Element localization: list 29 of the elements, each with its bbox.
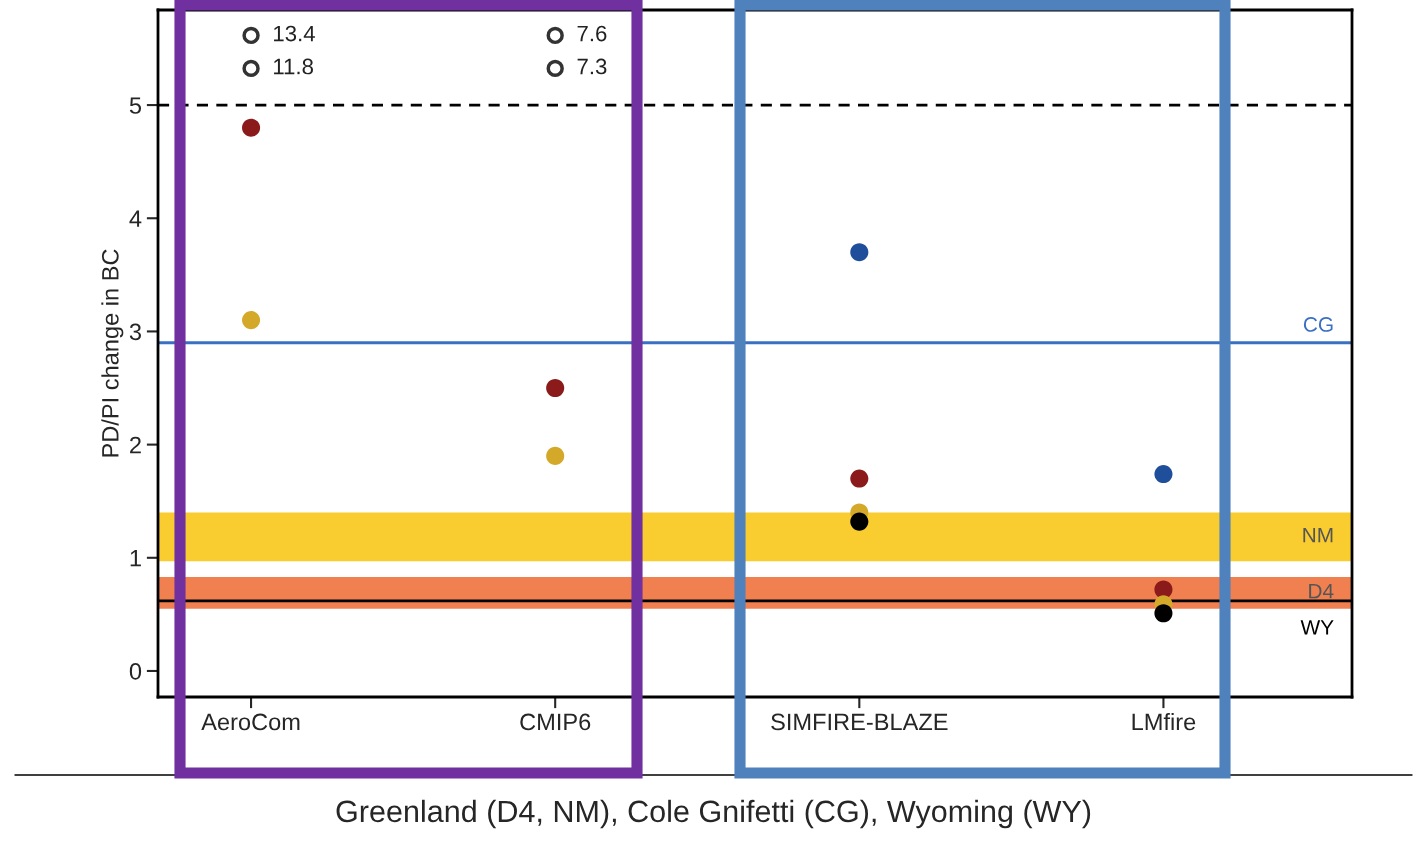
point [850, 512, 869, 531]
text: Greenland (D4, NM), Cole Gnifetti (CG), Wyoming (WY) [336, 799, 1091, 829]
point [1154, 464, 1173, 484]
band-label: D4 [1309, 583, 1334, 599]
annotation: 7.3 [577, 58, 607, 75]
y-tick-label: 1 [130, 550, 141, 567]
x-tick-label: AeroCom [201, 713, 300, 731]
x-tick-label: CMIP6 [520, 713, 591, 731]
y-tick-label: 0 [129, 663, 142, 680]
y-tick-label: 2 [130, 436, 141, 454]
y-tick-label: 5 [129, 97, 142, 114]
y-tick-label: 3 [129, 323, 141, 341]
ref-line-label: WY [1300, 620, 1334, 635]
x-tick-label: LMfire [1132, 712, 1196, 731]
annotation: 13.4 [274, 25, 315, 42]
annotation: 11.8 [274, 58, 313, 75]
annotation: 7.6 [577, 25, 607, 42]
point [850, 469, 869, 488]
point [242, 311, 261, 330]
point [850, 243, 869, 262]
point [1154, 604, 1173, 623]
point [546, 378, 565, 398]
band-label: NM [1303, 527, 1333, 543]
point [546, 446, 565, 465]
x-tick-label: SIMFIRE-BLAZE [771, 713, 948, 731]
y-tick-label: 4 [129, 210, 142, 227]
ref-line-label: CG [1303, 317, 1333, 332]
point [242, 118, 261, 137]
y-axis-title: PD/PI change in BC [101, 249, 124, 457]
